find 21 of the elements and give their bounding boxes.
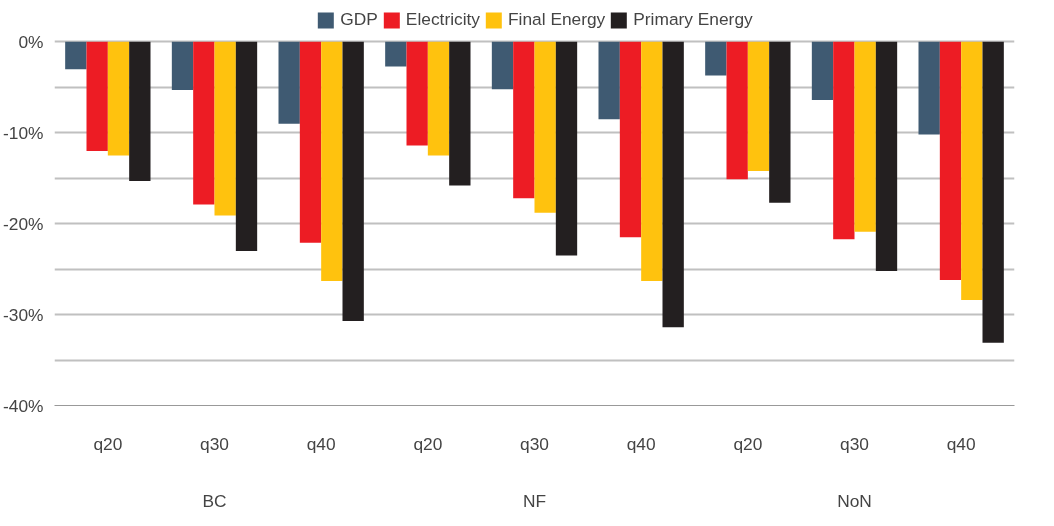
y-tick-label: -20%: [3, 213, 44, 234]
x-tick-label: q30: [840, 433, 869, 454]
y-tick-label: -10%: [3, 122, 44, 143]
y-tick-label: 0%: [18, 31, 44, 52]
y-tick-label: -30%: [3, 304, 44, 325]
legend-label: GDP: [340, 9, 378, 30]
x-tick-label: q20: [93, 433, 123, 454]
text: BC: [202, 490, 227, 511]
x-tick-label: q40: [306, 433, 336, 454]
x-tick-label: q20: [733, 433, 763, 454]
legend-label: Final Energy: [508, 9, 606, 30]
legend-label: Electricity: [405, 9, 481, 30]
legend-label: Primary Energy: [633, 9, 753, 30]
text: NF: [522, 490, 547, 511]
x-tick-label: q40: [946, 433, 976, 454]
y-tick-label: -40%: [3, 395, 44, 416]
x-tick-label: q40: [626, 433, 656, 454]
text: NoN: [837, 490, 872, 511]
x-tick-label: q30: [200, 433, 229, 454]
x-tick-label: q20: [413, 433, 443, 454]
x-tick-label: q30: [520, 433, 549, 454]
